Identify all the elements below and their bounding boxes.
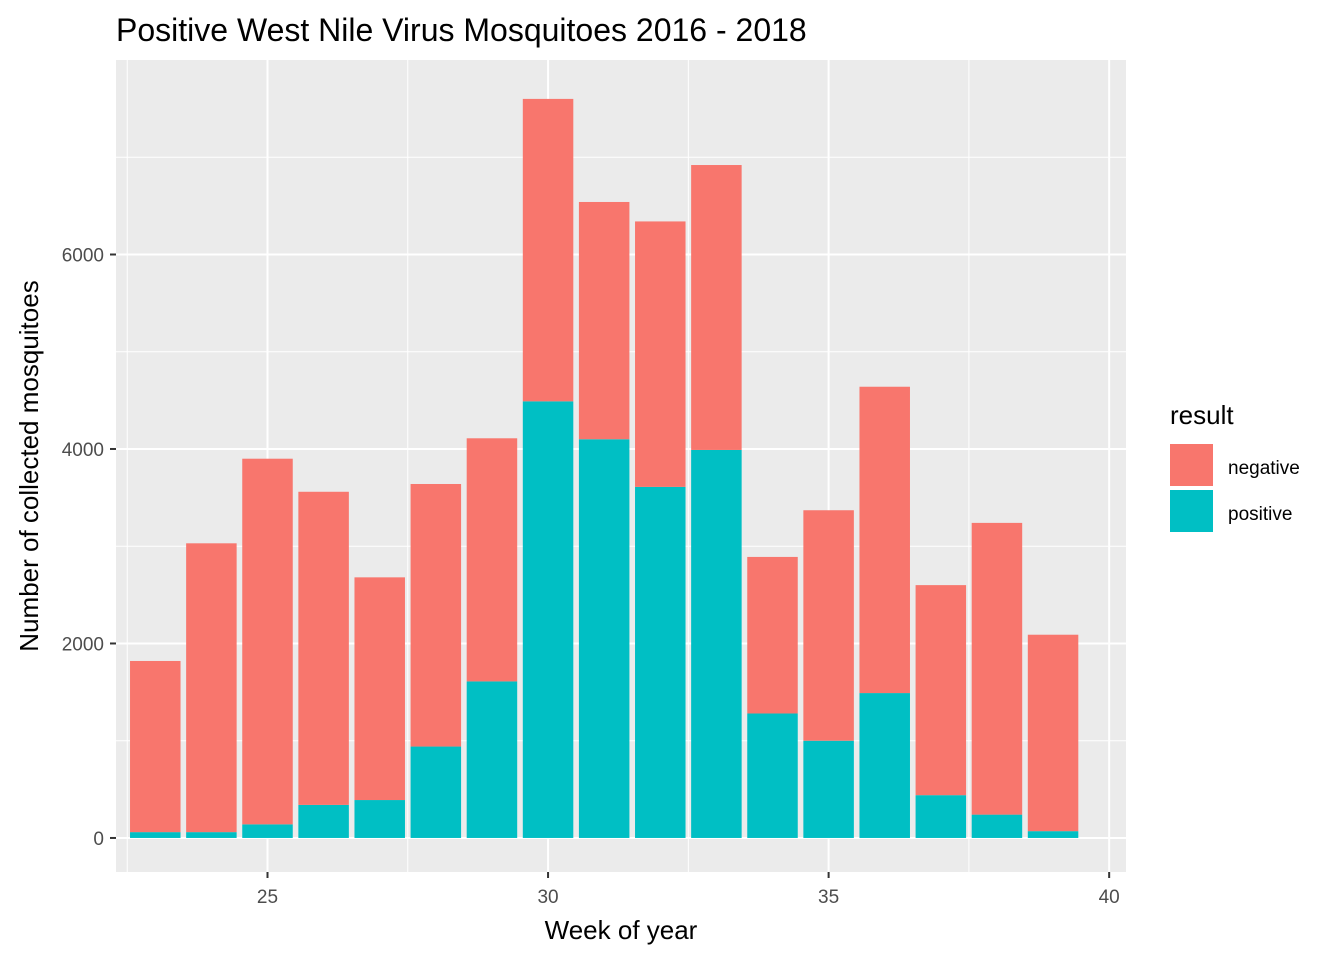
bar-negative-week-39 xyxy=(1027,634,1079,832)
bar-positive-week-29 xyxy=(466,681,518,838)
legend-label-negative: negative xyxy=(1228,458,1300,479)
bars-group xyxy=(130,98,1079,838)
bar-positive-week-32 xyxy=(635,486,686,838)
bar-positive-week-39 xyxy=(1027,831,1079,838)
x-tick-label: 30 xyxy=(537,887,558,908)
legend-label-positive: positive xyxy=(1228,504,1292,525)
chart-title: Positive West Nile Virus Mosquitoes 2016… xyxy=(116,12,807,48)
x-tick-label: 25 xyxy=(257,887,278,908)
bar-negative-week-23 xyxy=(130,660,181,833)
y-tick-label: 0 xyxy=(93,829,104,850)
x-axis-ticks: 25 30 35 40 xyxy=(257,872,1120,908)
bar-negative-week-35 xyxy=(803,510,854,741)
bar-positive-week-34 xyxy=(747,713,798,838)
legend-title: result xyxy=(1170,400,1234,430)
y-tick-label: 2000 xyxy=(62,634,104,655)
bar-positive-week-36 xyxy=(859,693,910,838)
bar-negative-week-26 xyxy=(298,491,349,805)
bar-negative-week-33 xyxy=(691,165,742,450)
bar-negative-week-27 xyxy=(354,577,405,801)
bar-positive-week-23 xyxy=(130,832,181,838)
legend: result negative positive xyxy=(1170,400,1300,532)
x-tick-label: 35 xyxy=(818,887,839,908)
bar-positive-week-25 xyxy=(242,824,293,838)
bar-positive-week-38 xyxy=(971,814,1023,838)
bar-positive-week-37 xyxy=(915,795,967,838)
y-axis-label: Number of collected mosquitoes xyxy=(14,280,44,651)
bar-positive-week-35 xyxy=(803,740,854,838)
bar-positive-week-33 xyxy=(691,449,742,838)
bar-positive-week-31 xyxy=(578,439,630,838)
x-axis-label: Week of year xyxy=(545,915,698,945)
bar-negative-week-38 xyxy=(971,522,1023,815)
bar-negative-week-32 xyxy=(635,221,686,487)
bar-negative-week-30 xyxy=(522,98,574,402)
bar-positive-week-30 xyxy=(522,401,574,838)
bar-negative-week-25 xyxy=(242,458,293,825)
bar-negative-week-34 xyxy=(747,556,798,714)
y-tick-label: 4000 xyxy=(62,440,104,461)
bar-positive-week-28 xyxy=(410,746,462,838)
bar-negative-week-28 xyxy=(410,483,462,747)
bar-negative-week-37 xyxy=(915,585,967,796)
y-axis-ticks: 0 2000 4000 6000 xyxy=(62,245,116,850)
bar-negative-week-36 xyxy=(859,386,910,694)
legend-swatch-negative xyxy=(1170,444,1213,486)
bar-negative-week-29 xyxy=(466,438,518,682)
legend-swatch-positive xyxy=(1170,490,1213,532)
bar-negative-week-31 xyxy=(578,201,630,440)
bar-positive-week-24 xyxy=(186,832,237,838)
bar-positive-week-26 xyxy=(298,804,349,838)
bar-positive-week-27 xyxy=(354,800,405,838)
y-tick-label: 6000 xyxy=(62,245,104,266)
bar-negative-week-24 xyxy=(186,543,237,833)
x-tick-label: 40 xyxy=(1099,887,1120,908)
